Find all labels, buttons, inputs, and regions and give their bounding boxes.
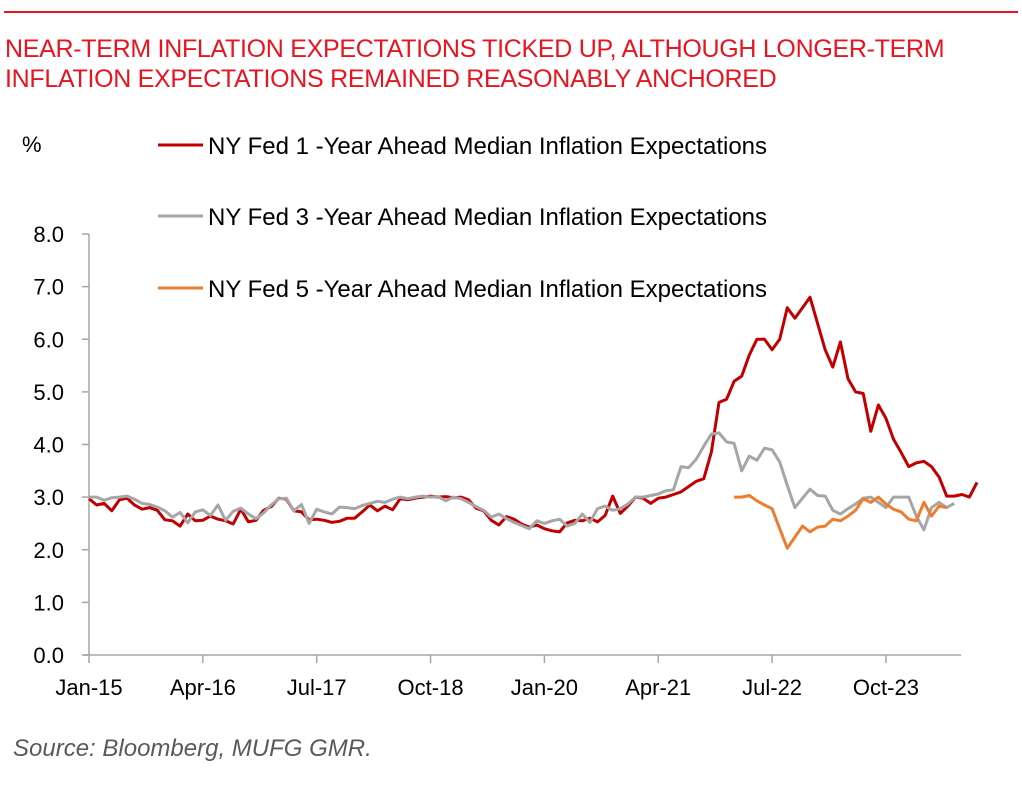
y-tick-label: 1.0 bbox=[33, 590, 64, 615]
x-tick-label: Apr-21 bbox=[625, 675, 691, 700]
legend: NY Fed 1 -Year Ahead Median Inflation Ex… bbox=[158, 133, 767, 303]
x-tick-label: Apr-16 bbox=[170, 675, 236, 700]
x-tick-label: Jan-15 bbox=[55, 675, 122, 700]
series-line-3 bbox=[734, 494, 947, 550]
chart-title: NEAR-TERM INFLATION EXPECTATIONS TICKED … bbox=[5, 35, 945, 93]
x-tick-label: Jan-20 bbox=[511, 675, 578, 700]
source-note: Source: Bloomberg, MUFG GMR. bbox=[13, 735, 372, 762]
y-axis-unit-label: % bbox=[22, 132, 42, 157]
x-tick-label: Jul-17 bbox=[287, 675, 347, 700]
series-line-2 bbox=[89, 431, 956, 532]
series-lines bbox=[88, 295, 979, 550]
axes: 0.0 1.0 2.0 3.0 4.0 5.0 6.0 7.0 8.0 Jan-15 Apr-16 J… bbox=[33, 222, 961, 700]
y-tick-label: 3.0 bbox=[33, 485, 64, 510]
x-tick-label: Oct-23 bbox=[853, 675, 919, 700]
y-tick-label: 0.0 bbox=[33, 643, 64, 668]
series-line-1 bbox=[88, 295, 979, 534]
y-tick-label: 4.0 bbox=[33, 433, 64, 458]
y-tick-label: 5.0 bbox=[33, 380, 64, 405]
y-tick-label: 8.0 bbox=[33, 222, 64, 247]
legend-label-2: NY Fed 3 -Year Ahead Median Inflation Ex… bbox=[208, 204, 767, 231]
y-tick-label: 2.0 bbox=[33, 538, 64, 563]
y-tick-label: 6.0 bbox=[33, 327, 64, 352]
y-tick-label: 7.0 bbox=[33, 275, 64, 300]
legend-label-3: NY Fed 5 -Year Ahead Median Inflation Ex… bbox=[208, 276, 767, 303]
x-tick-label: Jul-22 bbox=[742, 675, 802, 700]
top-rule bbox=[4, 11, 1018, 13]
legend-label-1: NY Fed 1 -Year Ahead Median Inflation Ex… bbox=[208, 133, 767, 160]
x-tick-label: Oct-18 bbox=[398, 675, 464, 700]
